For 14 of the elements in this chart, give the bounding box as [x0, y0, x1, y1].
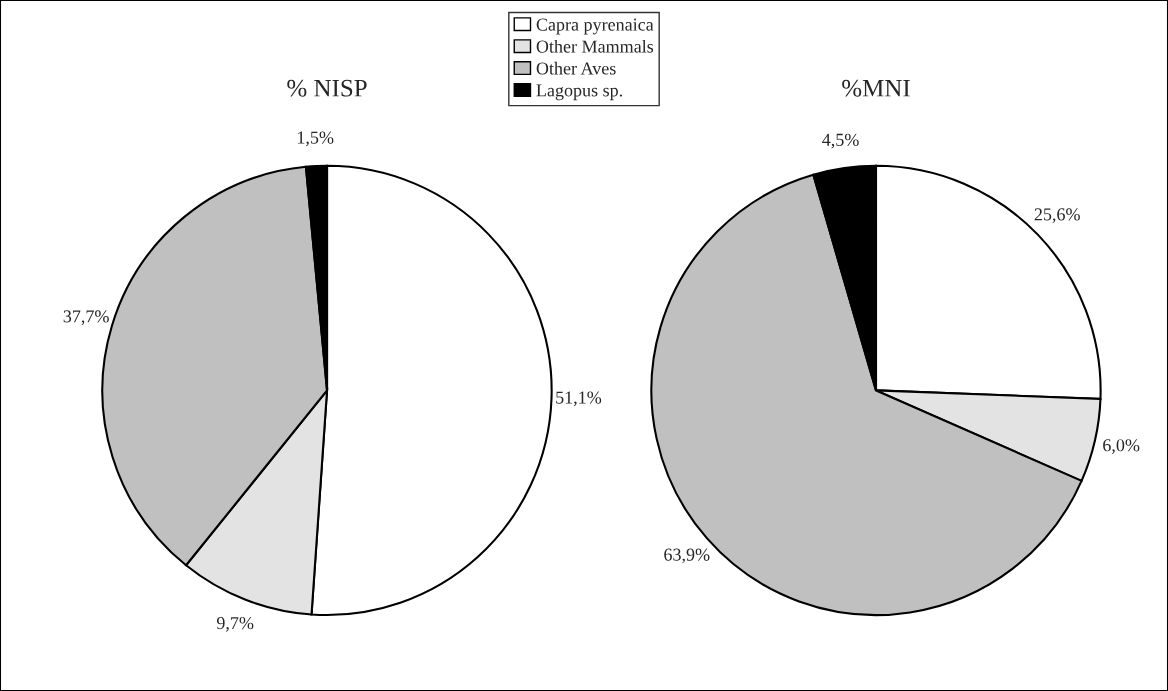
- legend-label: Other Aves: [536, 61, 616, 75]
- data-label: 9,7%: [216, 616, 254, 632]
- data-label: 6,0%: [1103, 439, 1140, 454]
- data-label: 1,5%: [297, 131, 334, 147]
- chart-title: %MNI: [842, 79, 910, 97]
- text: % NISP: [287, 79, 367, 97]
- data-label: 25,6%: [1034, 208, 1080, 224]
- data-label: 63,9%: [664, 548, 710, 564]
- data-label: 37,7%: [63, 310, 109, 326]
- data-label: 51,1%: [556, 391, 602, 407]
- data-label: 4,5%: [822, 133, 859, 149]
- legend-label: Lagopus sp.: [536, 84, 622, 101]
- legend-label: Other Mammals: [536, 39, 654, 53]
- legend-label: Capra pyrenaica: [536, 18, 654, 35]
